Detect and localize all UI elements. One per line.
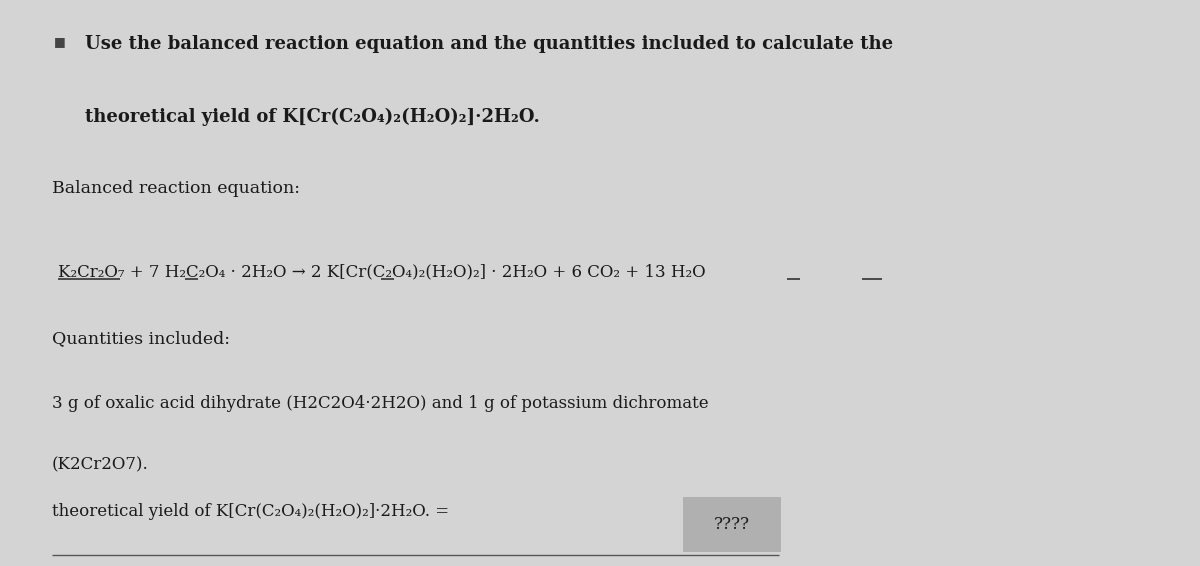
Text: ■: ■ [54, 35, 66, 48]
Text: Use the balanced reaction equation and the quantities included to calculate the: Use the balanced reaction equation and t… [85, 35, 893, 53]
Text: ????: ???? [714, 516, 750, 533]
Text: Quantities included:: Quantities included: [52, 331, 230, 348]
Text: theoretical yield of K[Cr(C₂O₄)₂(H₂O)₂]·2H₂O. =: theoretical yield of K[Cr(C₂O₄)₂(H₂O)₂]·… [52, 503, 449, 520]
Text: theoretical yield of K[Cr(C₂O₄)₂(H₂O)₂]·2H₂O.: theoretical yield of K[Cr(C₂O₄)₂(H₂O)₂]·… [85, 108, 540, 126]
Text: 3 g of oxalic acid dihydrate (H2C2O4·2H2O) and 1 g of potassium dichromate: 3 g of oxalic acid dihydrate (H2C2O4·2H2… [52, 395, 708, 411]
Text: (K2Cr2O7).: (K2Cr2O7). [52, 456, 149, 473]
FancyBboxPatch shape [684, 496, 781, 552]
Text: Balanced reaction equation:: Balanced reaction equation: [52, 180, 300, 197]
Text: K₂Cr₂O₇ + 7 H₂C₂O₄ · 2H₂O → 2 K[Cr(C₂O₄)₂(H₂O)₂] · 2H₂O + 6 CO₂ + 13 H₂O: K₂Cr₂O₇ + 7 H₂C₂O₄ · 2H₂O → 2 K[Cr(C₂O₄)… [58, 264, 706, 281]
